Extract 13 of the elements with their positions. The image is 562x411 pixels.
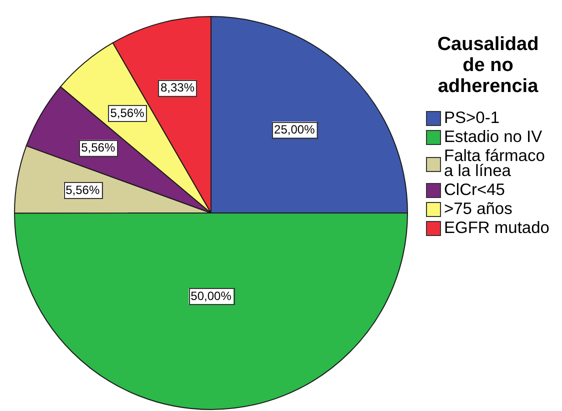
legend-label: Estadio no IV: [444, 128, 544, 146]
data-label: 25,00%: [274, 122, 316, 136]
legend-label: PS>0-1: [444, 109, 500, 127]
legend-label: >75 años: [444, 200, 514, 218]
data-label: 8,33%: [160, 80, 195, 95]
legend-label: EGFR mutado: [444, 219, 550, 237]
data-label: 5,56%: [81, 140, 116, 155]
data-label: 50,00%: [190, 289, 232, 304]
legend-title: Causalidad de no adherencia: [436, 34, 540, 97]
legend-label: Falta fármaco a la línea: [444, 147, 546, 180]
data-label: 5,56%: [66, 183, 100, 198]
legend-label: ClCr<45: [444, 181, 506, 199]
data-label: 5,56%: [110, 106, 145, 120]
